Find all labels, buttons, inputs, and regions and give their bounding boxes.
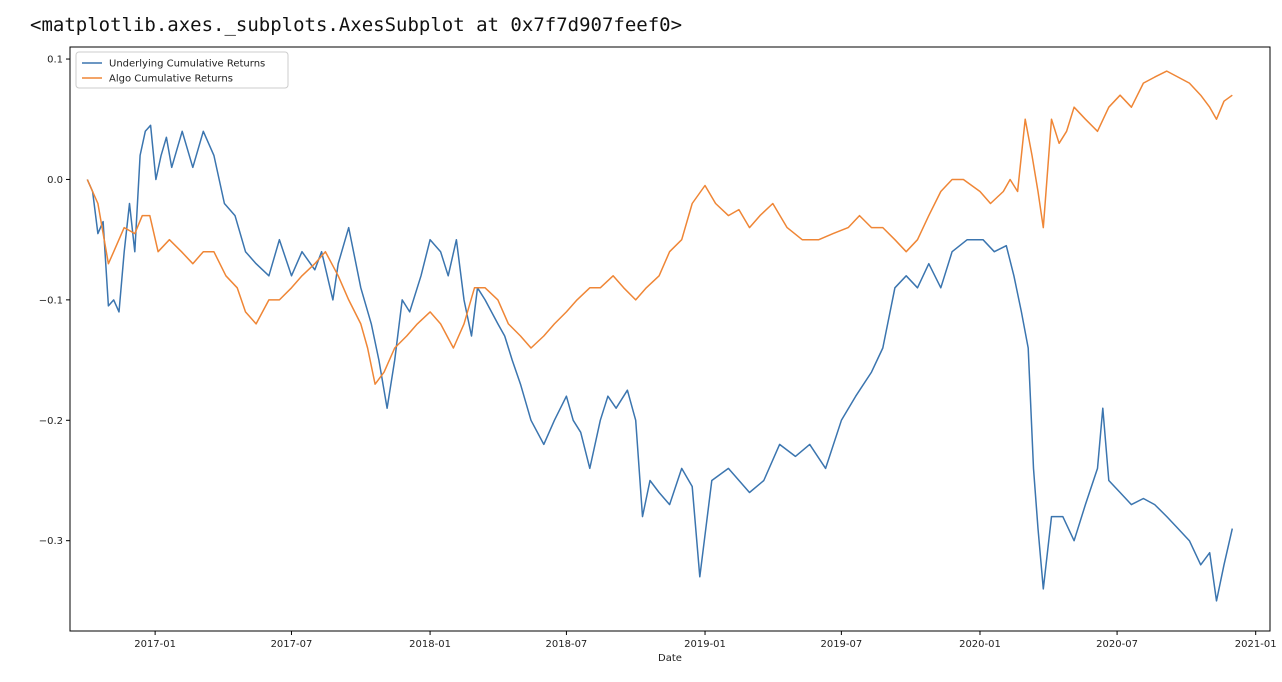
x-tick-label: 2019-07 bbox=[820, 639, 862, 650]
legend: Underlying Cumulative Returns Algo Cumula… bbox=[75, 51, 289, 89]
x-tick-label: 2020-07 bbox=[1096, 639, 1138, 650]
x-tick-label: 2021-01 bbox=[1235, 639, 1277, 650]
axes-frame bbox=[69, 46, 1271, 632]
x-tick-label: 2018-07 bbox=[546, 639, 588, 650]
x-tick-label: 2017-01 bbox=[134, 639, 176, 650]
y-tick-label: −0.3 bbox=[39, 536, 63, 547]
y-tick-label: −0.1 bbox=[39, 295, 63, 306]
x-tick-label: 2018-01 bbox=[409, 639, 451, 650]
plot-lines bbox=[86, 70, 1234, 602]
underlying-returns-line bbox=[86, 124, 1234, 602]
x-axis-label: Date bbox=[658, 653, 682, 664]
x-tick-label: 2019-01 bbox=[684, 639, 726, 650]
legend-label: Underlying Cumulative Returns bbox=[109, 59, 265, 70]
x-axis-ticks: 2017-01 2017-07 2018-01 2018-07 2019-01 2019-… bbox=[134, 631, 1277, 650]
y-axis-ticks: 0.1 0.0 −0.1 −0.2 −0.3 bbox=[39, 55, 70, 547]
y-tick-label: 0.1 bbox=[47, 55, 63, 66]
y-tick-label: −0.2 bbox=[39, 416, 63, 427]
legend-label: Algo Cumulative Returns bbox=[109, 74, 233, 85]
legend-box bbox=[75, 51, 289, 89]
cell-output-repr: <matplotlib.axes._subplots.AxesSubplot a… bbox=[30, 14, 683, 36]
y-tick-label: 0.0 bbox=[47, 175, 63, 186]
x-tick-label: 2020-01 bbox=[959, 639, 1001, 650]
x-tick-label: 2017-07 bbox=[271, 639, 313, 650]
algo-returns-line bbox=[86, 70, 1233, 385]
